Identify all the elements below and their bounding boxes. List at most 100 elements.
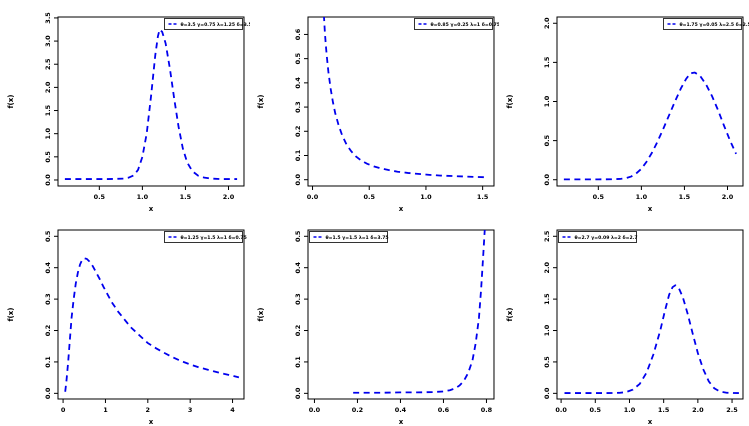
x-tick-label: 1.0 <box>624 406 636 414</box>
y-tick-label: 0.5 <box>44 151 52 163</box>
x-tick-label: 1.5 <box>658 406 670 414</box>
y-tick-label: 0.5 <box>543 356 551 368</box>
x-axis-label: x <box>648 205 653 213</box>
x-axis-label: x <box>149 418 154 426</box>
x-axis-label: x <box>648 418 653 426</box>
x-tick-label: 0.5 <box>94 193 106 201</box>
y-tick-label: 0.4 <box>44 261 52 273</box>
x-axis-label: x <box>398 205 403 213</box>
x-tick-label: 1.5 <box>477 193 489 201</box>
plot-svg: 0.0 0.2 0.4 0.6 0.8 0.0 0.1 0.2 0.3 0.4 0.5 x f(x) θ=… <box>257 229 495 426</box>
y-tick-label: 0.5 <box>294 230 302 242</box>
y-tick-label: 0.4 <box>294 77 302 89</box>
legend: θ=2.7 γ=0.09 λ=2 δ=2.7 <box>558 231 638 243</box>
legend: θ=1.75 γ=0.05 λ=2.5 δ=2.5 <box>663 18 749 30</box>
x-tick-label: 4 <box>230 406 235 414</box>
y-tick-label: 2.0 <box>543 261 551 273</box>
x-tick-label: 2.0 <box>692 406 704 414</box>
x-tick-label: 1.0 <box>137 193 149 201</box>
legend-box <box>413 18 493 30</box>
plot-panel-border <box>57 16 245 187</box>
y-axis-label: f(x) <box>506 95 514 109</box>
y-axis-label: f(x) <box>7 95 15 109</box>
y-tick-label: 0.4 <box>294 261 302 273</box>
x-tick-label: 0.8 <box>480 406 492 414</box>
x-tick-label: 2 <box>146 406 151 414</box>
y-tick-label: 0.0 <box>294 387 302 399</box>
x-tick-label: 3 <box>188 406 193 414</box>
plot-svg: 0.5 1.0 1.5 2.0 0.0 0.5 1.0 1.5 2.0 2.5 3.0 3.5 x f(x… <box>7 12 250 213</box>
plot-svg: 0 1 2 3 4 0.0 0.1 0.2 0.3 0.4 0.5 x f(x) θ=1.25 γ=1.5… <box>7 229 247 426</box>
legend-box <box>164 231 243 243</box>
legend-box <box>663 18 743 30</box>
subplot-5: 0.0 0.2 0.4 0.6 0.8 0.0 0.1 0.2 0.3 0.4 0.5 x f(x) θ=… <box>250 213 500 426</box>
y-tick-label: 0.1 <box>44 356 52 368</box>
y-tick-label: 0.6 <box>294 28 302 40</box>
y-tick-label: 2.0 <box>543 17 551 29</box>
x-tick-label: 2.0 <box>722 193 734 201</box>
y-tick-label: 0.1 <box>294 356 302 368</box>
y-tick-label: 1.5 <box>543 293 551 305</box>
subplot-4: 0 1 2 3 4 0.0 0.1 0.2 0.3 0.4 0.5 x f(x) θ=1.25 γ=1.5… <box>0 213 250 426</box>
x-tick-label: 0.0 <box>308 406 320 414</box>
subplot-6: 0.0 0.5 1.0 1.5 2.0 2.5 0.0 0.5 1.0 1.5 2.0 2.5 x f(x… <box>499 213 749 426</box>
legend-label: θ=1.25 γ=1.5 λ=1 δ=0.75 <box>180 235 246 241</box>
y-axis-label: f(x) <box>7 308 15 322</box>
y-tick-label: 0.2 <box>44 325 52 337</box>
plot-svg: 0.0 0.5 1.0 1.5 2.0 2.5 0.0 0.5 1.0 1.5 2.0 2.5 x f(x… <box>506 229 744 426</box>
x-tick-label: 1.5 <box>679 193 691 201</box>
y-tick-label: 0.3 <box>44 293 52 305</box>
y-tick-label: 0.5 <box>294 52 302 64</box>
x-tick-label: 1.0 <box>636 193 648 201</box>
y-tick-label: 0.5 <box>44 230 52 242</box>
y-tick-label: 1.5 <box>543 56 551 68</box>
legend: θ=0.85 γ=0.25 λ=1 δ=0.75 <box>413 18 499 30</box>
density-curve <box>322 17 488 179</box>
x-tick-label: 0.5 <box>363 193 375 201</box>
plot-panel-border <box>307 16 495 187</box>
y-tick-label: 3.0 <box>44 35 52 47</box>
density-curve <box>564 71 738 181</box>
x-tick-label: 0.4 <box>394 406 406 414</box>
y-tick-label: 0.2 <box>294 126 302 138</box>
y-tick-label: 1.5 <box>44 104 52 116</box>
x-tick-label: 1 <box>103 406 108 414</box>
legend-label: θ=1.75 γ=0.05 λ=2.5 δ=2.5 <box>680 22 749 28</box>
x-tick-label: 0.5 <box>590 406 602 414</box>
plot-panel-border <box>307 229 495 400</box>
legend-label: θ=0.85 γ=0.25 λ=1 δ=0.75 <box>430 22 499 28</box>
y-tick-label: 0.0 <box>294 173 302 185</box>
y-tick-label: 1.0 <box>543 95 551 107</box>
y-tick-label: 1.0 <box>543 324 551 336</box>
plot-svg: 0.0 0.5 1.0 1.5 0.0 0.1 0.2 0.3 0.4 0.5 0.6 x f(x) θ=… <box>257 16 499 213</box>
density-curve <box>64 27 238 180</box>
x-tick-label: 1.0 <box>420 193 432 201</box>
x-axis-label: x <box>149 205 154 213</box>
y-tick-label: 0.2 <box>294 325 302 337</box>
y-tick-label: 2.5 <box>543 230 551 242</box>
density-curve <box>64 257 240 392</box>
x-tick-label: 0 <box>61 406 66 414</box>
x-tick-label: 0.0 <box>556 406 568 414</box>
x-tick-label: 0.2 <box>351 406 363 414</box>
legend-box <box>164 18 243 30</box>
y-tick-label: 0.5 <box>543 134 551 146</box>
y-tick-label: 3.5 <box>44 12 52 24</box>
y-tick-label: 0.0 <box>543 174 551 186</box>
y-axis-label: f(x) <box>506 308 514 322</box>
x-tick-label: 0.6 <box>437 406 449 414</box>
y-tick-label: 2.5 <box>44 58 52 70</box>
legend-label: θ=3.5 γ=0.75 λ=1.25 δ=3.56 <box>180 22 249 28</box>
y-tick-label: 1.0 <box>44 127 52 139</box>
legend-label: θ=2.7 γ=0.09 λ=2 δ=2.7 <box>575 235 638 241</box>
plot-panel-border <box>556 16 744 187</box>
y-tick-label: 0.3 <box>294 293 302 305</box>
x-axis-label: x <box>398 418 403 426</box>
plot-panel-border <box>556 229 744 400</box>
subplot-3: 0.5 1.0 1.5 2.0 0.0 0.5 1.0 1.5 2.0 x f(x) θ=1.75 γ… <box>499 0 749 213</box>
x-tick-label: 1.5 <box>180 193 192 201</box>
subplot-1: 0.5 1.0 1.5 2.0 0.0 0.5 1.0 1.5 2.0 2.5 3.0 3.5 x f(x… <box>0 0 250 213</box>
legend-box <box>558 231 638 243</box>
y-axis-label: f(x) <box>257 308 265 322</box>
